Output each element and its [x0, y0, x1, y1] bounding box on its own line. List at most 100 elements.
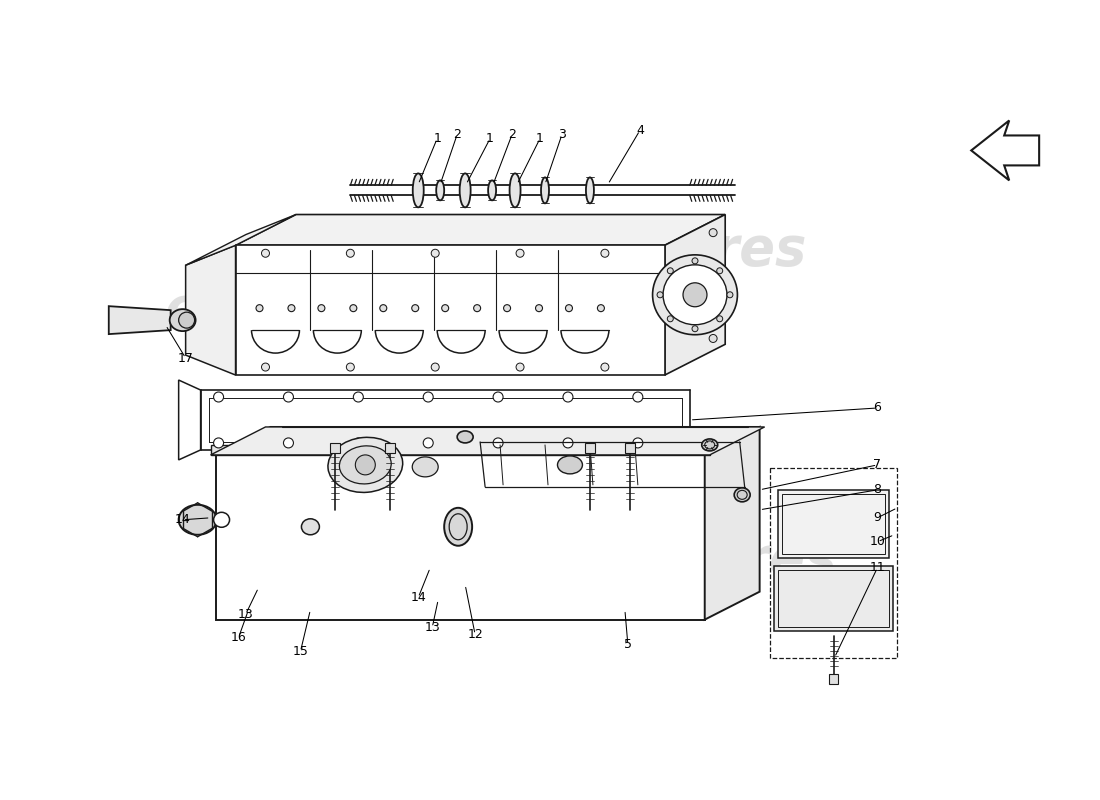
Text: 2: 2 — [508, 128, 516, 141]
Ellipse shape — [328, 438, 403, 493]
Circle shape — [350, 305, 356, 312]
Circle shape — [536, 305, 542, 312]
Circle shape — [256, 305, 263, 312]
Text: eurospares: eurospares — [473, 224, 806, 276]
Text: 9: 9 — [873, 511, 881, 524]
Ellipse shape — [460, 174, 471, 207]
Text: 13: 13 — [238, 608, 253, 621]
Circle shape — [710, 334, 717, 342]
Polygon shape — [216, 455, 705, 620]
Circle shape — [683, 283, 707, 306]
Circle shape — [692, 326, 698, 332]
Circle shape — [563, 438, 573, 448]
Circle shape — [565, 305, 572, 312]
Circle shape — [213, 392, 223, 402]
Polygon shape — [330, 443, 340, 453]
Polygon shape — [773, 566, 893, 630]
Circle shape — [284, 438, 294, 448]
Polygon shape — [385, 443, 395, 453]
Ellipse shape — [444, 508, 472, 546]
Text: 10: 10 — [869, 535, 886, 548]
Circle shape — [288, 305, 295, 312]
Circle shape — [504, 305, 510, 312]
Circle shape — [493, 438, 503, 448]
Circle shape — [516, 250, 524, 258]
Text: 17: 17 — [178, 351, 194, 365]
Polygon shape — [210, 427, 764, 455]
Circle shape — [727, 292, 733, 298]
Polygon shape — [109, 306, 170, 334]
Text: 1: 1 — [486, 132, 494, 145]
Text: 13: 13 — [425, 621, 440, 634]
Circle shape — [353, 438, 363, 448]
Circle shape — [668, 268, 673, 274]
Circle shape — [346, 250, 354, 258]
Ellipse shape — [558, 456, 582, 474]
Ellipse shape — [178, 312, 195, 328]
Ellipse shape — [541, 178, 549, 203]
Ellipse shape — [437, 180, 444, 200]
Text: 4: 4 — [636, 124, 644, 137]
Circle shape — [442, 305, 449, 312]
Text: eurospares: eurospares — [164, 284, 497, 336]
Circle shape — [346, 363, 354, 371]
Text: 6: 6 — [873, 402, 881, 414]
Ellipse shape — [663, 265, 727, 325]
Text: 5: 5 — [624, 638, 631, 651]
Circle shape — [717, 316, 723, 322]
Text: 11: 11 — [870, 562, 886, 574]
Text: 8: 8 — [873, 483, 881, 496]
Text: 1: 1 — [433, 132, 441, 145]
Circle shape — [262, 363, 270, 371]
Ellipse shape — [213, 512, 230, 527]
Ellipse shape — [301, 518, 319, 534]
Circle shape — [692, 258, 698, 264]
Polygon shape — [210, 445, 710, 455]
Polygon shape — [971, 121, 1040, 180]
Circle shape — [710, 229, 717, 237]
Ellipse shape — [702, 439, 717, 451]
Ellipse shape — [509, 174, 520, 207]
Circle shape — [262, 250, 270, 258]
Circle shape — [601, 250, 609, 258]
Circle shape — [474, 305, 481, 312]
Polygon shape — [235, 214, 725, 246]
Ellipse shape — [351, 446, 380, 464]
Circle shape — [632, 392, 642, 402]
Ellipse shape — [412, 457, 438, 477]
Polygon shape — [186, 246, 235, 375]
Circle shape — [284, 392, 294, 402]
Polygon shape — [625, 443, 635, 453]
Polygon shape — [778, 490, 890, 558]
Text: eurospares: eurospares — [264, 544, 597, 596]
Text: 14: 14 — [410, 591, 426, 604]
Circle shape — [353, 392, 363, 402]
Circle shape — [379, 305, 387, 312]
Ellipse shape — [458, 431, 473, 443]
Circle shape — [657, 292, 663, 298]
Text: 3: 3 — [558, 128, 565, 141]
Circle shape — [431, 250, 439, 258]
Text: 15: 15 — [293, 645, 308, 658]
Circle shape — [424, 392, 433, 402]
Text: 12: 12 — [468, 628, 483, 641]
Ellipse shape — [652, 255, 737, 334]
Ellipse shape — [412, 174, 424, 207]
Ellipse shape — [169, 309, 196, 331]
Circle shape — [318, 305, 324, 312]
Circle shape — [563, 392, 573, 402]
Polygon shape — [585, 443, 595, 453]
Circle shape — [601, 363, 609, 371]
Text: 16: 16 — [231, 631, 246, 644]
Ellipse shape — [178, 505, 217, 534]
Circle shape — [516, 363, 524, 371]
Text: 14: 14 — [175, 514, 190, 526]
Text: 2: 2 — [453, 128, 461, 141]
Ellipse shape — [340, 446, 392, 484]
Text: 7: 7 — [873, 458, 881, 471]
Polygon shape — [235, 246, 664, 375]
Circle shape — [717, 268, 723, 274]
Polygon shape — [705, 427, 760, 620]
Circle shape — [355, 455, 375, 475]
Ellipse shape — [734, 488, 750, 502]
